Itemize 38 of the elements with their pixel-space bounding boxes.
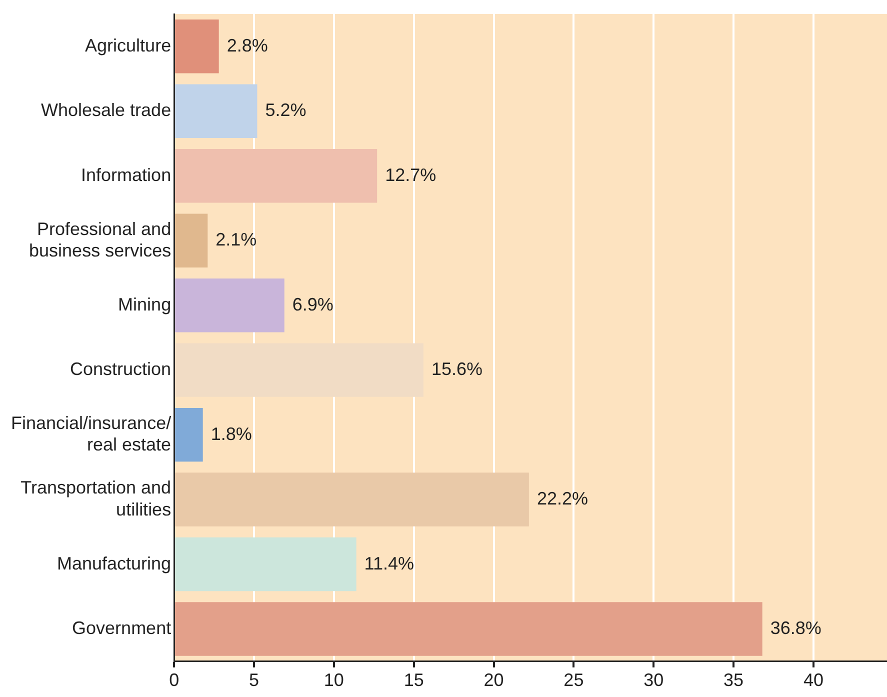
bar [175, 472, 529, 526]
data-label: 12.7% [385, 164, 436, 185]
x-tick-label: 5 [249, 670, 260, 690]
data-label: 2.1% [216, 230, 257, 250]
data-label: 15.6% [431, 359, 482, 380]
bar [175, 214, 208, 268]
y-tick-label: Wholesale trade [41, 100, 172, 120]
y-tick-label: Mining [118, 294, 172, 314]
bar [175, 408, 203, 462]
bar [175, 148, 378, 203]
bar [175, 537, 356, 592]
data-label: 36.8% [770, 618, 822, 638]
bar [175, 602, 762, 656]
y-tick-label: Professional and business services [29, 218, 172, 260]
x-tick-label: 15 [404, 670, 424, 690]
data-label: 1.8% [210, 424, 252, 444]
data-label: 5.2% [265, 100, 306, 120]
x-tick-label: 30 [644, 670, 664, 690]
x-tick-label: 35 [724, 670, 744, 690]
y-tick-label: Manufacturing [57, 553, 172, 574]
y-tick-label: Financial/insurance/ real estate [10, 412, 172, 455]
data-label: 2.8% [226, 35, 268, 56]
x-tick-label: 10 [324, 670, 344, 690]
y-tick-label: Government [72, 618, 172, 638]
x-tick-label: 0 [169, 670, 180, 690]
bar [175, 84, 258, 138]
bar [175, 278, 284, 332]
y-tick-label: Transportation and utilities [20, 478, 172, 520]
x-tick-label: 40 [803, 670, 824, 690]
x-tick-label: 25 [564, 670, 584, 690]
bar [175, 20, 219, 74]
y-tick-label: Agriculture [85, 35, 172, 56]
data-label: 22.2% [536, 488, 588, 509]
y-tick-label: Information [81, 164, 172, 185]
x-tick-label: 20 [484, 670, 504, 690]
data-label: 11.4% [364, 553, 414, 574]
data-label: 6.9% [292, 294, 334, 314]
y-tick-label: Construction [70, 359, 172, 380]
